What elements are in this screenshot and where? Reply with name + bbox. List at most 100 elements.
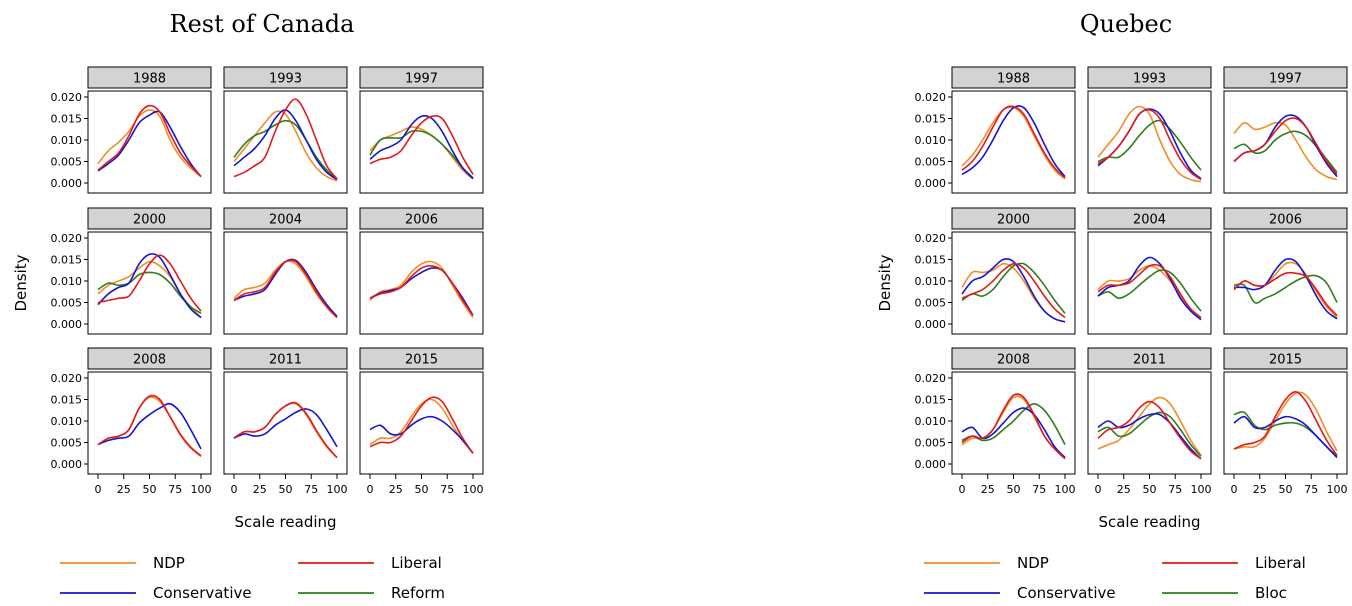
y-tick-label: 0.010 — [915, 415, 947, 428]
x-tick-label: 25 — [389, 483, 403, 496]
series-line-liberal — [961, 105, 1066, 179]
panel-strip-label: 1997 — [1269, 72, 1302, 87]
y-tick-label: 0.020 — [51, 91, 83, 104]
panel-strip — [223, 66, 348, 89]
y-tick-label: 0.020 — [915, 372, 947, 385]
y-tick-label: 0.015 — [51, 394, 83, 407]
panel-strip — [87, 66, 212, 89]
y-tick-label: 0.020 — [51, 372, 83, 385]
panel-plot-area — [223, 231, 348, 335]
series-line-conservative — [97, 402, 202, 450]
series-line-ndp — [369, 260, 474, 319]
series-line-bloc — [961, 262, 1066, 314]
panel-strip — [951, 347, 1076, 370]
series-line-ndp — [1097, 396, 1202, 456]
series-line-conservative — [961, 407, 1066, 459]
panel-strip-label: 2006 — [1269, 213, 1302, 228]
panel-plot-area — [223, 371, 348, 475]
series-line-liberal — [97, 394, 202, 457]
x-axis-title: Scale reading — [234, 513, 336, 531]
x-tick-label: 0 — [1231, 483, 1238, 496]
y-tick-label: 0.000 — [915, 177, 947, 190]
x-axis-title: Scale reading — [1098, 513, 1200, 531]
panel-strip-label: 1993 — [1133, 72, 1166, 87]
panel-1993: 1993 — [1087, 66, 1212, 194]
chart-quebec: Quebec 1988 0.000 0.005 0.010 0.015 0.020 1993 1… — [876, 10, 1348, 602]
y-tick-label: 0.015 — [51, 113, 83, 126]
panel-plot-area — [1223, 231, 1348, 335]
legend-label-conservative: Conservative — [153, 584, 252, 602]
panel-plot-area — [359, 231, 484, 335]
y-tick-label: 0.000 — [51, 318, 83, 331]
panel-strip-label: 2006 — [405, 213, 438, 228]
x-tick-label: 50 — [1007, 483, 1021, 496]
y-tick-label: 0.020 — [915, 232, 947, 245]
x-tick-label: 50 — [415, 483, 429, 496]
series-line-conservative — [961, 105, 1066, 178]
panel-plot-area — [359, 90, 484, 194]
panel-strip-label: 2008 — [997, 353, 1030, 368]
y-tick-label: 0.020 — [51, 232, 83, 245]
panel-plot-area — [951, 371, 1076, 475]
x-tick-label: 25 — [981, 483, 995, 496]
panel-strip-label: 2011 — [1133, 353, 1166, 368]
series-line-liberal — [961, 393, 1066, 460]
panel-strip-label: 2000 — [997, 213, 1030, 228]
y-tick-label: 0.005 — [915, 297, 947, 310]
y-tick-label: 0.000 — [915, 458, 947, 471]
panel-strip — [951, 66, 1076, 89]
panel-2000: 2000 0.000 0.005 0.010 0.015 0.020 — [51, 207, 212, 335]
panel-plot-area — [87, 371, 212, 475]
series-line-liberal — [233, 259, 338, 319]
x-tick-label: 0 — [1095, 483, 1102, 496]
panel-1997: 1997 — [1223, 66, 1348, 194]
y-tick-label: 0.010 — [51, 275, 83, 288]
legend-label-reform: Reform — [391, 584, 445, 602]
x-tick-label: 25 — [117, 483, 131, 496]
series-line-liberal — [1233, 390, 1338, 456]
panel-1988: 1988 0.000 0.005 0.010 0.015 0.020 — [915, 66, 1076, 194]
y-tick-label: 0.000 — [915, 318, 947, 331]
x-tick-label: 75 — [168, 483, 182, 496]
series-line-bloc — [1097, 269, 1202, 312]
series-line-liberal — [97, 104, 202, 178]
series-line-liberal — [961, 262, 1066, 319]
panel-plot-area — [1087, 90, 1212, 194]
x-tick-label: 25 — [253, 483, 267, 496]
x-tick-label: 75 — [440, 483, 454, 496]
series-line-liberal — [97, 254, 202, 312]
panel-strip-label: 1997 — [405, 72, 438, 87]
series-line-liberal — [369, 115, 474, 175]
y-tick-label: 0.000 — [51, 177, 83, 190]
legend: NDP Liberal Conservative Bloc — [924, 554, 1306, 602]
x-tick-label: 0 — [959, 483, 966, 496]
panel-strip-label: 2011 — [269, 353, 302, 368]
panel-strip — [1223, 347, 1348, 370]
panel-strip-label: 1988 — [133, 72, 166, 87]
x-tick-label: 50 — [143, 483, 157, 496]
y-tick-label: 0.005 — [51, 297, 83, 310]
series-line-ndp — [97, 109, 202, 178]
panel-2015: 2015 0 25 50 75 100 — [1223, 347, 1348, 496]
panel-strip — [359, 66, 484, 89]
panel-strip-label: 2004 — [269, 213, 302, 228]
panel-strip-label: 2015 — [1269, 353, 1302, 368]
series-line-conservative — [1097, 412, 1202, 460]
series-line-conservative — [233, 408, 338, 448]
x-tick-label: 0 — [231, 483, 238, 496]
panel-2006: 2006 — [1223, 207, 1348, 335]
panel-plot-area — [87, 90, 212, 194]
panel-strip-label: 1993 — [269, 72, 302, 87]
legend-label-bloc: Bloc — [1255, 584, 1287, 602]
y-tick-label: 0.010 — [51, 134, 83, 147]
panel-strip — [1223, 66, 1348, 89]
panel-strip — [951, 207, 1076, 230]
panel-2004: 2004 — [223, 207, 348, 335]
y-axis-title: Density — [12, 254, 30, 311]
series-line-ndp — [1233, 391, 1338, 452]
x-tick-label: 25 — [1117, 483, 1131, 496]
y-tick-label: 0.015 — [51, 254, 83, 267]
panel-strip — [87, 207, 212, 230]
series-line-conservative — [97, 253, 202, 319]
